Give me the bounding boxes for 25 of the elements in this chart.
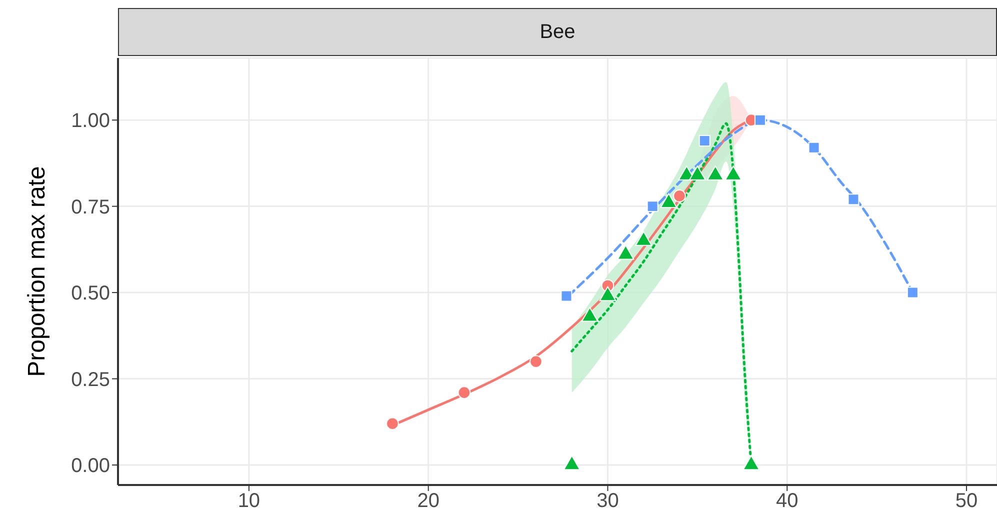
x-tick-label: 40: [776, 490, 798, 512]
point: [386, 417, 399, 430]
point: [906, 286, 918, 298]
x-tick-label: 30: [596, 490, 619, 512]
y-tick-label: 1.00: [71, 110, 110, 132]
x-tick-label: 10: [238, 490, 260, 512]
point: [563, 455, 580, 470]
y-tick-label: 0.75: [71, 196, 110, 218]
y-tick-label: 0.00: [71, 455, 110, 478]
point: [530, 355, 542, 368]
y-tick-label: 0.25: [71, 368, 110, 391]
x-tick-label: 50: [955, 490, 978, 512]
y-axis-title: Proportion max rate: [24, 166, 51, 377]
point: [673, 190, 686, 202]
point: [458, 386, 471, 399]
point: [646, 200, 658, 212]
point: [754, 114, 766, 126]
point: [808, 142, 820, 154]
point: [560, 290, 572, 302]
point: [698, 135, 710, 147]
chart-title: Bee: [118, 8, 997, 56]
point: [742, 455, 760, 470]
x-tick-label: 20: [417, 490, 440, 512]
y-tick-label: 0.50: [71, 282, 110, 305]
point: [848, 194, 860, 206]
